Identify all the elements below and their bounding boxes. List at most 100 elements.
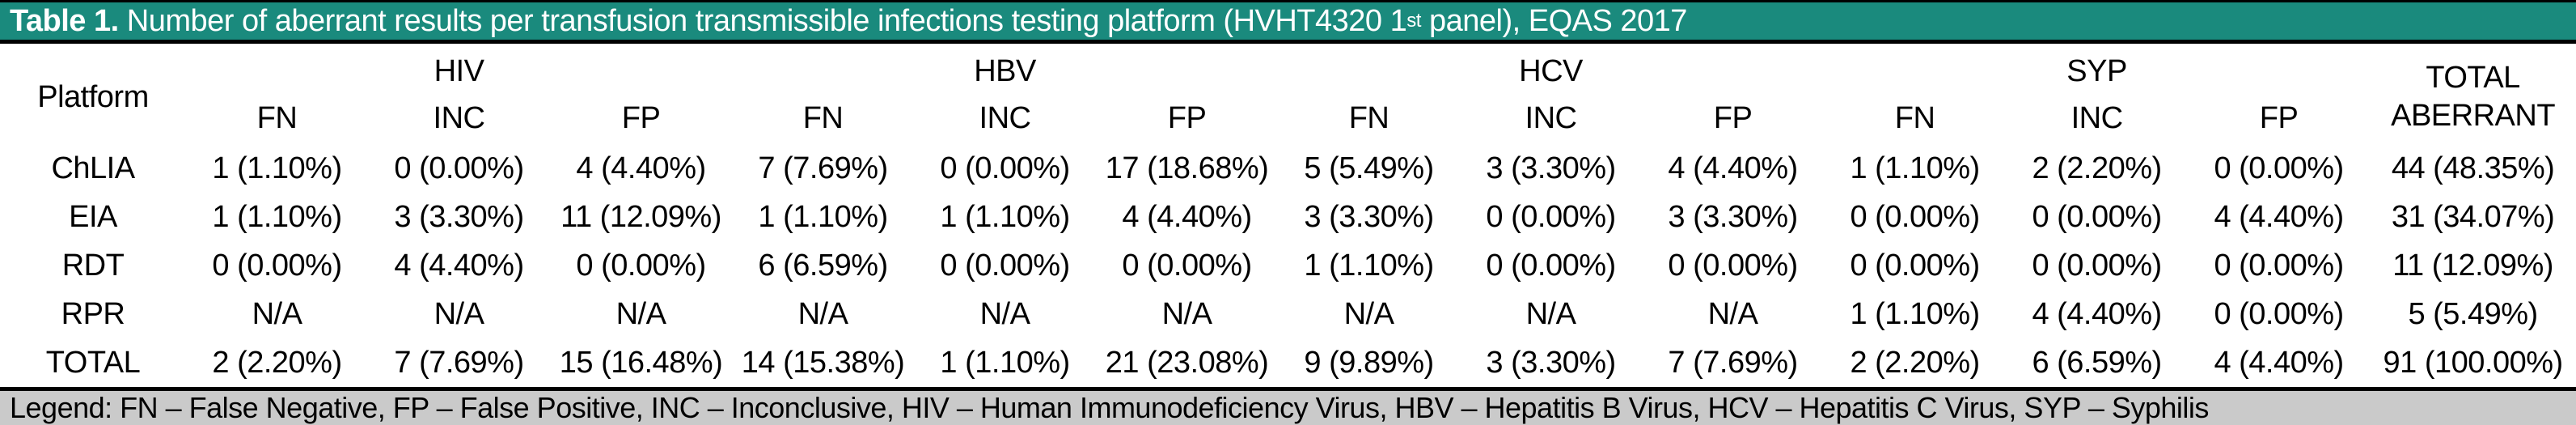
data-cell: 17 (18.68%): [1105, 151, 1269, 185]
data-cell: 1 (1.10%): [940, 345, 1070, 380]
data-cell: 0 (0.00%): [1122, 248, 1252, 283]
column-header-syp-fn: FN: [1894, 100, 1935, 135]
data-cell: 14 (15.38%): [741, 345, 905, 380]
column-header-hcv-inc: INC: [1525, 100, 1577, 135]
header-group-row: Platform HIV HBV HCV SYP TOTAL ABERRANT: [0, 44, 2576, 134]
data-cell: 4 (4.40%): [1122, 199, 1252, 234]
data-cell: 1 (1.10%): [940, 199, 1070, 234]
data-cell: 7 (7.69%): [394, 345, 524, 380]
legend-bar: Legend: FN – False Negative, FP – False …: [0, 391, 2576, 425]
data-cell: 1 (1.10%): [1850, 151, 1980, 185]
data-cell: 21 (23.08%): [1105, 345, 1269, 380]
total-cell: 91 (100.00%): [2383, 345, 2564, 380]
column-header-syp-fp: FP: [2259, 100, 2299, 135]
data-cell: 3 (3.30%): [1668, 199, 1798, 234]
platform-cell: RDT: [61, 248, 125, 283]
table-title-bar: Table 1. Number of aberrant results per …: [0, 0, 2576, 44]
column-header-hbv-inc: INC: [979, 100, 1031, 135]
data-cell: 2 (2.20%): [2032, 151, 2162, 185]
column-header-hcv-fn: FN: [1348, 100, 1390, 135]
data-cell: N/A: [979, 296, 1030, 331]
data-cell: 11 (12.09%): [560, 199, 721, 234]
data-cell: N/A: [1343, 296, 1394, 331]
total-header-line1: TOTAL: [2426, 60, 2520, 95]
column-header-hiv-fn: FN: [256, 100, 298, 135]
column-header-hbv-fn: FN: [802, 100, 844, 135]
data-cell: N/A: [615, 296, 666, 331]
data-cell: 1 (1.10%): [1304, 248, 1434, 283]
data-cell: 0 (0.00%): [394, 151, 524, 185]
data-cell: 6 (6.59%): [2032, 345, 2162, 380]
data-cell: 0 (0.00%): [2214, 296, 2344, 331]
data-cell: 1 (1.10%): [758, 199, 888, 234]
table-number-label: Table 1.: [10, 3, 119, 38]
column-header-total-aberrant: TOTAL ABERRANT: [2370, 44, 2576, 144]
data-cell: 0 (0.00%): [1668, 248, 1798, 283]
data-cell: 0 (0.00%): [212, 248, 342, 283]
data-cell: 2 (2.20%): [212, 345, 342, 380]
data-cell: 0 (0.00%): [1486, 199, 1616, 234]
column-header-hbv-fp: FP: [1167, 100, 1207, 135]
table-title-suffix: panel), EQAS 2017: [1420, 3, 1687, 38]
table-row-rpr: RPR N/A N/A N/A N/A N/A N/A N/A N/A N/A …: [0, 290, 2576, 338]
data-cell: N/A: [797, 296, 848, 331]
column-header-hiv-fp: FP: [621, 100, 661, 135]
platform-cell: EIA: [69, 199, 117, 234]
data-cell: 3 (3.30%): [1486, 345, 1616, 380]
data-cell: N/A: [252, 296, 302, 331]
results-table: Platform HIV HBV HCV SYP TOTAL ABERRANT …: [0, 44, 2576, 387]
data-cell: 3 (3.30%): [1486, 151, 1616, 185]
data-cell: 3 (3.30%): [394, 199, 524, 234]
data-cell: 0 (0.00%): [576, 248, 706, 283]
table-header: Platform HIV HBV HCV SYP TOTAL ABERRANT …: [0, 44, 2576, 144]
total-cell: 5 (5.49%): [2408, 296, 2538, 331]
table-row-total: TOTAL 2 (2.20%) 7 (7.69%) 15 (16.48%) 14…: [0, 338, 2576, 387]
total-cell: 31 (34.07%): [2391, 199, 2555, 234]
data-cell: N/A: [1525, 296, 1576, 331]
column-header-syp-inc: INC: [2071, 100, 2123, 135]
data-cell: N/A: [1707, 296, 1758, 331]
column-header-platform: Platform: [37, 79, 149, 114]
data-cell: 2 (2.20%): [1850, 345, 1980, 380]
table-row-rdt: RDT 0 (0.00%) 4 (4.40%) 0 (0.00%) 6 (6.5…: [0, 241, 2576, 290]
data-cell: 4 (4.40%): [394, 248, 524, 283]
legend-text: Legend: FN – False Negative, FP – False …: [10, 391, 2209, 424]
column-group-syp: SYP: [2066, 53, 2127, 88]
data-cell: 0 (0.00%): [1850, 199, 1980, 234]
data-cell: 0 (0.00%): [940, 248, 1070, 283]
platform-cell: ChLIA: [51, 151, 135, 185]
column-group-hiv: HIV: [434, 53, 484, 88]
data-cell: 1 (1.10%): [212, 199, 342, 234]
column-header-hcv-fp: FP: [1713, 100, 1753, 135]
data-cell: 0 (0.00%): [940, 151, 1070, 185]
total-header-line2: ABERRANT: [2391, 99, 2556, 133]
data-cell: 5 (5.49%): [1304, 151, 1434, 185]
column-group-hbv: HBV: [974, 53, 1036, 88]
table-row-chlia: ChLIA 1 (1.10%) 0 (0.00%) 4 (4.40%) 7 (7…: [0, 144, 2576, 193]
platform-cell: TOTAL: [45, 345, 141, 380]
header-sub-row: FN INC FP FN INC FP FN INC FP FN INC FP: [0, 92, 2576, 144]
column-group-hcv: HCV: [1519, 53, 1583, 88]
table-row-eia: EIA 1 (1.10%) 3 (3.30%) 11 (12.09%) 1 (1…: [0, 193, 2576, 241]
data-cell: 0 (0.00%): [1486, 248, 1616, 283]
data-cell: N/A: [434, 296, 484, 331]
data-cell: 4 (4.40%): [1668, 151, 1798, 185]
data-cell: 0 (0.00%): [1850, 248, 1980, 283]
data-cell: 4 (4.40%): [2214, 345, 2344, 380]
data-cell: 7 (7.69%): [1668, 345, 1798, 380]
data-cell: 6 (6.59%): [758, 248, 888, 283]
table-title-text: Number of aberrant results per transfusi…: [118, 3, 1407, 38]
data-cell: 15 (16.48%): [559, 345, 723, 380]
data-cell: 4 (4.40%): [576, 151, 706, 185]
data-cell: 1 (1.10%): [1850, 296, 1980, 331]
total-cell: 44 (48.35%): [2391, 151, 2555, 185]
data-cell: 0 (0.00%): [2032, 199, 2162, 234]
data-cell: 3 (3.30%): [1304, 199, 1434, 234]
data-cell: 1 (1.10%): [212, 151, 342, 185]
data-cell: 7 (7.69%): [758, 151, 888, 185]
bottom-rule: [0, 387, 2576, 391]
data-cell: 0 (0.00%): [2032, 248, 2162, 283]
platform-cell: RPR: [61, 296, 125, 331]
data-cell: N/A: [1161, 296, 1212, 331]
